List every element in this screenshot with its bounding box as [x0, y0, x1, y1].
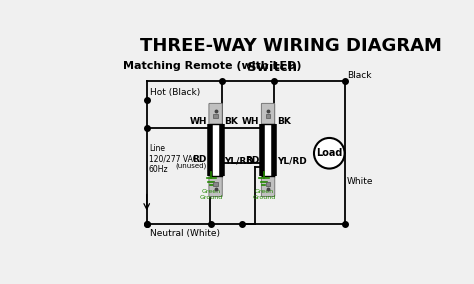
Text: Hot (Black): Hot (Black) — [150, 89, 200, 97]
FancyBboxPatch shape — [261, 176, 275, 197]
Bar — [266, 182, 270, 186]
Text: RD: RD — [245, 156, 259, 165]
Text: YL/RD: YL/RD — [277, 156, 307, 165]
Text: Black: Black — [347, 71, 371, 80]
FancyBboxPatch shape — [261, 103, 275, 124]
Circle shape — [314, 138, 345, 169]
Text: WH: WH — [190, 117, 207, 126]
Text: Green
Ground: Green Ground — [200, 189, 223, 200]
Bar — [213, 114, 218, 118]
Text: Load: Load — [316, 148, 343, 158]
Text: White: White — [347, 177, 374, 186]
Text: YL/RD: YL/RD — [224, 156, 254, 165]
Text: Switch: Switch — [247, 61, 298, 74]
Bar — [213, 182, 218, 186]
Text: (unused): (unused) — [176, 162, 207, 168]
Text: Green
Ground: Green Ground — [252, 189, 275, 200]
FancyBboxPatch shape — [209, 176, 222, 197]
Text: BK: BK — [224, 117, 238, 126]
Text: RD: RD — [192, 155, 207, 164]
Text: Neutral (White): Neutral (White) — [150, 229, 220, 238]
Text: Matching Remote (with LED): Matching Remote (with LED) — [123, 61, 301, 71]
Bar — [210, 124, 222, 176]
Text: WH: WH — [242, 117, 259, 126]
Bar — [266, 114, 270, 118]
Text: THREE-WAY WIRING DIAGRAM: THREE-WAY WIRING DIAGRAM — [140, 37, 442, 55]
FancyBboxPatch shape — [209, 103, 222, 124]
Text: BK: BK — [277, 117, 291, 126]
Bar — [262, 124, 274, 176]
Text: Line
120/277 VAC
60Hz: Line 120/277 VAC 60Hz — [149, 144, 198, 174]
